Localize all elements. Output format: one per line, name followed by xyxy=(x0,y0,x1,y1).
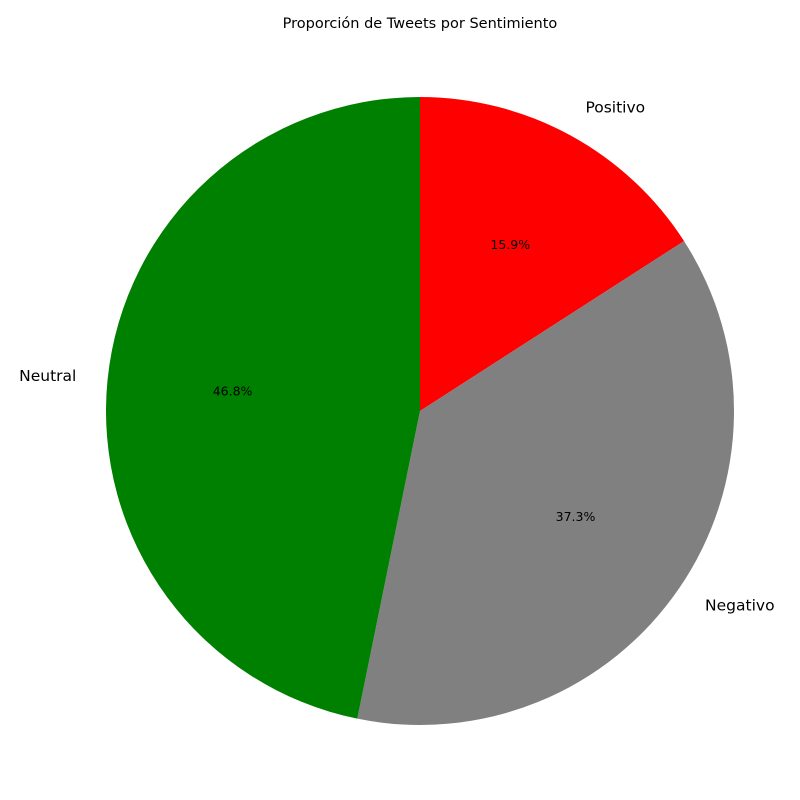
slice-label-neutral: Neutral xyxy=(19,367,76,385)
pie-slice-positivo xyxy=(420,97,685,411)
pie-labels: Positivo 15.9% Negativo 37.3% Neutral 46.8% xyxy=(19,98,774,614)
slice-percent-negativo: 37.3% xyxy=(556,509,596,524)
pie-slices xyxy=(105,97,734,725)
slice-label-negativo: Negativo xyxy=(705,597,775,615)
slice-percent-neutral: 46.8% xyxy=(213,384,253,399)
slice-percent-positivo: 15.9% xyxy=(490,237,530,252)
pie-slice-negativo xyxy=(357,241,734,725)
chart-title: Proporción de Tweets por Sentimiento xyxy=(283,16,558,32)
pie-slice-neutral xyxy=(105,97,420,719)
slice-label-positivo: Positivo xyxy=(585,98,645,116)
